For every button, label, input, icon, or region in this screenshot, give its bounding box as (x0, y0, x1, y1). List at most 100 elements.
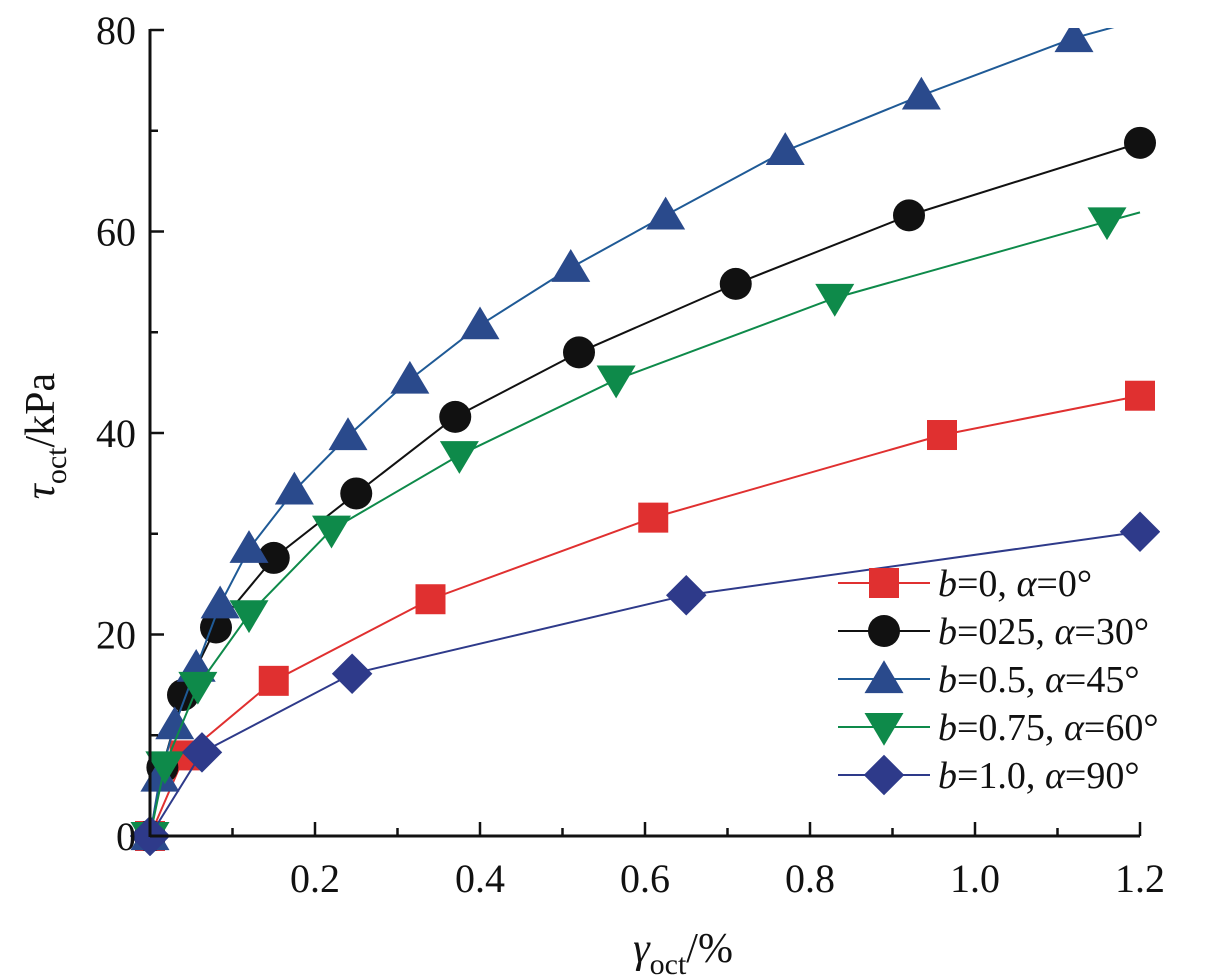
legend-label-bval: =0, (957, 563, 1016, 605)
data-point (646, 196, 686, 230)
series-line (149, 28, 1115, 837)
data-point (596, 365, 636, 399)
data-point (312, 515, 351, 549)
x-tick-label: 0.8 (785, 856, 835, 901)
y-tick-label: 0 (116, 814, 136, 859)
legend-label-b: b (938, 755, 957, 797)
legend-entry: b=0, α=0° (838, 563, 1092, 605)
legend-marker-triangle-up (864, 660, 904, 694)
data-point (200, 585, 240, 619)
data-point (258, 665, 289, 696)
data-point (765, 132, 805, 165)
data-point (155, 706, 195, 740)
data-point (331, 653, 373, 695)
data-point (1119, 511, 1160, 552)
legend-label: b=1.0, α=90° (938, 755, 1140, 797)
x-tick-label: 1.2 (1115, 856, 1165, 901)
legend-entry: b=1.0, α=90° (838, 754, 1140, 797)
legend-label-b: b (938, 563, 957, 605)
legend-label-b: b (938, 659, 957, 701)
legend-label-b: b (938, 611, 957, 653)
data-point (460, 306, 500, 340)
legend-label-aval: =30° (1074, 611, 1149, 653)
y-tick-label: 40 (96, 411, 136, 456)
y-axis-title: τoct/kPa (18, 372, 73, 499)
legend-label-alpha: α (1045, 755, 1066, 797)
data-point (229, 530, 269, 563)
data-point (274, 471, 314, 505)
legend-label-alpha: α (1064, 707, 1085, 749)
x-axis-title-subscript: oct (650, 948, 687, 979)
legend-label-aval: =60° (1084, 707, 1159, 749)
y-axis-title-subscript: oct (40, 447, 73, 484)
data-point (145, 751, 185, 785)
legend-label-bval: =0.5, (957, 659, 1045, 701)
legend-label-bval: =0.75, (957, 707, 1064, 749)
series-diamond (130, 511, 1160, 856)
series-triangle-down (130, 207, 1141, 855)
data-point (551, 249, 591, 282)
data-point (666, 574, 707, 616)
data-point (893, 199, 925, 232)
data-point (815, 283, 855, 317)
data-point (257, 541, 290, 574)
axes: 0.2 0.4 0.6 0.8 1.0 1.2 0 20 40 60 80 (96, 8, 1165, 901)
x-tick-label: 0.4 (455, 856, 505, 901)
data-point (439, 400, 472, 433)
y-tick-label: 60 (96, 210, 136, 255)
data-point (178, 671, 218, 705)
legend-label: b=0.75, α=60° (938, 707, 1159, 749)
data-point (439, 441, 479, 474)
data-point (719, 267, 752, 300)
x-axis-title-unit: /% (686, 926, 733, 972)
series-line (149, 211, 1141, 837)
legend-label: b=0, α=0° (938, 563, 1092, 605)
data-point (901, 76, 941, 110)
data-point (1125, 380, 1155, 411)
legend-entry: b=0.5, α=45° (838, 659, 1140, 701)
legend-entry: b=025, α=30° (838, 611, 1149, 653)
data-point (1054, 28, 1094, 53)
legend-label: b=025, α=30° (938, 611, 1149, 653)
legend-label-alpha: α (1054, 611, 1075, 653)
x-tick-label: 1.0 (950, 856, 1000, 901)
data-point (1087, 207, 1127, 241)
x-tick-label: 0.6 (620, 856, 670, 901)
data-point (1124, 126, 1156, 159)
y-tick-label: 20 (96, 613, 136, 658)
legend-label-bval: =1.0, (957, 755, 1045, 797)
x-tick-label: 0.2 (290, 856, 340, 901)
y-axis-title-unit: /kPa (18, 372, 64, 447)
data-point (415, 584, 446, 615)
legend-label-alpha: α (1045, 659, 1066, 701)
x-axis-title-symbol: γ (633, 926, 651, 972)
data-point (563, 336, 595, 369)
data-point (927, 420, 957, 451)
series-square (135, 380, 1155, 851)
axis-titles: γoct/%τoct/kPa (18, 372, 733, 979)
data-point (229, 600, 269, 634)
legend: b=0, α=0°b=025, α=30°b=0.5, α=45°b=0.75,… (838, 563, 1159, 797)
legend-marker-square (869, 568, 899, 598)
data-point (328, 417, 368, 451)
legend-label-b: b (938, 707, 957, 749)
data-point (181, 732, 223, 773)
legend-label-aval: =0° (1036, 563, 1092, 605)
legend-label: b=0.5, α=45° (938, 659, 1140, 701)
plot-series (130, 28, 1160, 856)
legend-label-aval: =45° (1065, 659, 1140, 701)
legend-marker-triangle-down (864, 712, 904, 746)
x-axis-title: γoct/% (633, 926, 733, 979)
data-point (638, 502, 669, 533)
legend-marker-diamond (863, 754, 905, 796)
legend-label-aval: =90° (1065, 755, 1140, 797)
data-point (340, 477, 373, 510)
legend-marker-circle (868, 615, 900, 647)
y-axis-title-symbol: τ (18, 482, 64, 499)
legend-label-alpha: α (1016, 563, 1037, 605)
legend-label-bval: =025, (957, 611, 1054, 653)
y-tick-label: 80 (96, 8, 136, 53)
data-point (390, 360, 430, 394)
legend-entry: b=0.75, α=60° (838, 707, 1159, 749)
